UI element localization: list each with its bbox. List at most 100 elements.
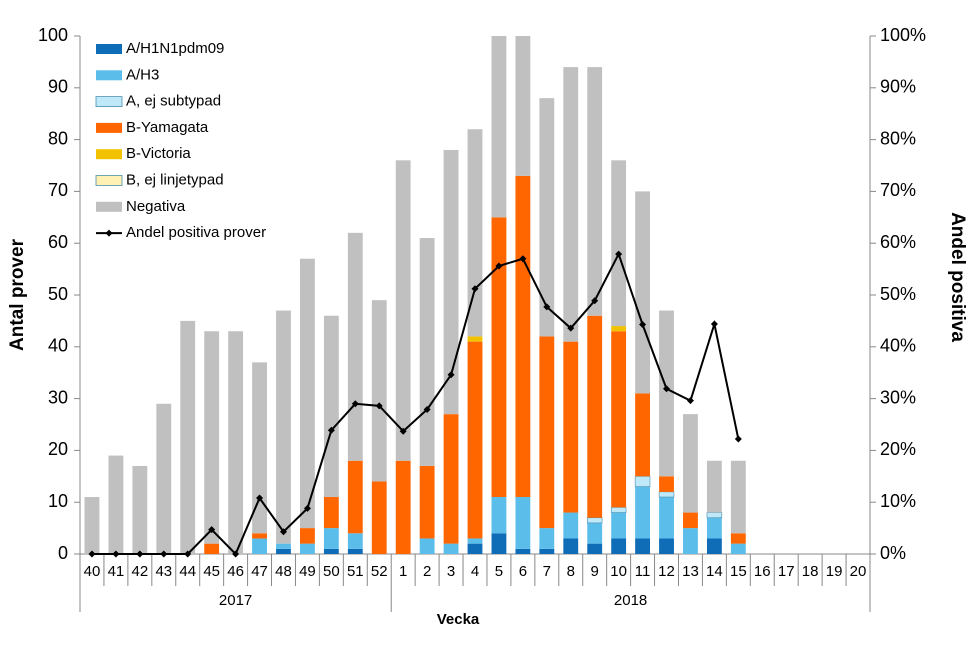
x-tick-label: 5 [495,563,503,580]
line-marker [136,550,144,558]
line-marker [663,385,671,393]
legend-swatch [95,96,123,107]
bar-segment [300,258,315,529]
line-marker [639,321,647,329]
x-tick-label: 11 [635,563,651,580]
legend-swatch [96,70,122,81]
bar-segment [515,548,531,554]
bar-segment [706,517,722,539]
legend-label: B-Victoria [126,145,191,162]
bar-segment [276,310,291,544]
bar-segment [683,512,698,529]
bar-segment [443,414,459,544]
line-marker [375,402,383,410]
bar-segment [204,331,220,544]
bar-segment [611,538,627,554]
y2-tick-label: 0% [880,543,906,563]
x-tick-label: 48 [275,563,292,580]
bar-segment [491,497,507,534]
legend-swatch [96,149,122,160]
bar-segment [491,36,507,218]
y-tick-label: 90 [48,77,68,97]
line-marker [615,250,623,258]
bar-segment [371,300,387,482]
bar-segment [276,548,291,554]
x-tick-label: 14 [706,563,723,580]
bar-segment [467,336,483,342]
x-tick-label: 7 [543,563,551,580]
line-marker [327,426,335,434]
line-marker [279,528,287,536]
bar-segment [706,512,723,519]
x-tick-label: 8 [567,563,575,580]
y-tick-label: 0 [58,543,68,563]
bar-segment [586,517,603,524]
y2-tick-label: 60% [880,232,916,252]
y2-tick-label: 20% [880,439,916,459]
bar-segment [635,538,650,554]
bar-segment [611,326,627,332]
bar-segment [659,538,674,554]
y-tick-label: 60 [48,232,68,252]
bar-segment [132,465,148,554]
line-marker [88,550,96,558]
legend-swatch [105,229,113,237]
line-marker [351,400,359,408]
y-axis-title: Antal prover [7,238,28,351]
line-marker [447,371,455,379]
bar-segment [634,475,651,487]
bar-segment [467,543,483,554]
bar-segment [683,528,698,554]
legend-label: B-Yamagata [126,119,209,136]
bar-segment [515,36,531,176]
x-tick-label: 52 [371,563,388,580]
y2-tick-label: 90% [880,77,916,97]
bar-segment [419,538,435,554]
bar-segment [252,538,267,554]
x-tick-label: 41 [108,563,125,580]
line-marker [303,504,311,512]
y-tick-label: 30 [48,387,68,407]
bar-segment [491,217,507,498]
bar-segment [323,548,339,554]
bar-segment [347,548,363,554]
bar-segment [323,528,339,549]
y2-tick-label: 70% [880,180,916,200]
line-marker [686,397,694,405]
y2-tick-label: 30% [880,387,916,407]
y2-tick-label: 50% [880,284,916,304]
line-marker [567,324,575,332]
y2-tick-label: 10% [880,491,916,511]
bar-segment [323,315,339,498]
bar-segment [443,149,459,415]
bar-segment [252,362,267,534]
legend-swatch [95,175,123,186]
bar-segment [467,341,483,539]
x-tick-label: 43 [155,563,172,580]
bar-segment [539,548,555,554]
bar-segment [204,543,220,554]
bar-segment [730,533,746,544]
line-marker [495,262,503,270]
bar-segment [563,538,579,554]
x-tick-label: 44 [179,563,196,580]
bar-segment [539,98,555,337]
bar-segment [635,393,650,477]
group-label: 2017 [219,592,252,609]
y2-tick-label: 80% [880,128,916,148]
bar-segment [515,175,531,498]
line-marker [256,494,264,502]
bar-segment [443,543,459,554]
line-marker [423,405,431,413]
y2-axis-title: Andel positiva [947,212,968,342]
line-marker [710,320,718,328]
bar-segment [371,481,387,554]
bar-segment [539,336,555,529]
bar-segment [610,507,627,513]
bar-segment [467,538,483,544]
legend-label: Andel positiva prover [126,224,266,241]
bar-segment [563,512,579,539]
bar-segment [635,486,650,539]
group-label: 2018 [614,592,647,609]
